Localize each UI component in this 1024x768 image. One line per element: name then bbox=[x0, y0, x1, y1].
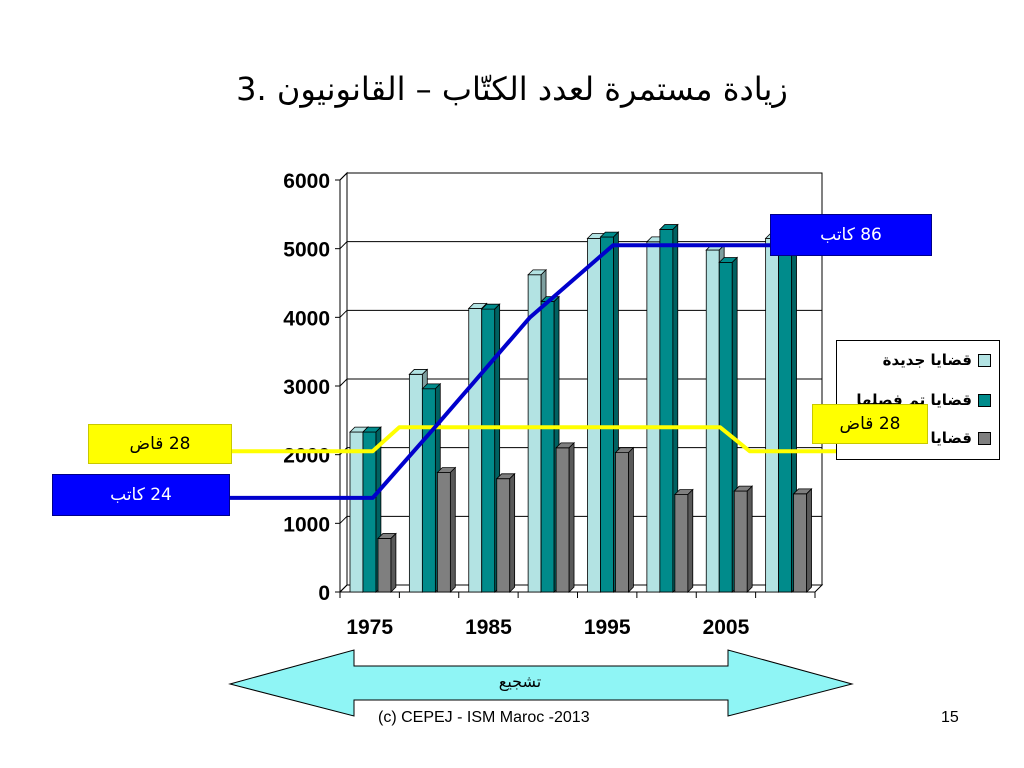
bar-قضايا تم فصلها-0 bbox=[362, 431, 377, 593]
judges-callout-left: 28 قاض bbox=[88, 424, 232, 464]
judges-line bbox=[230, 425, 887, 454]
bar-قضايا تم فصلها-5 bbox=[659, 229, 674, 593]
x-tick-label: 1985 bbox=[465, 616, 512, 639]
bar-قضايا جديدة-4 bbox=[587, 237, 601, 593]
clerks-line bbox=[230, 243, 804, 500]
legend-label-new-cases: قضايا جديدة bbox=[882, 351, 972, 369]
bar-side-7 bbox=[806, 487, 812, 593]
legend-item-new-cases: قضايا جديدة bbox=[883, 351, 991, 369]
bar-قضايا تم فصلها-4 bbox=[600, 236, 614, 593]
bar-قضايا جديدة-0 bbox=[349, 431, 364, 593]
bar-قضايا عالقة-2 bbox=[496, 478, 511, 593]
bar-قضايا عالقة-4 bbox=[615, 452, 629, 593]
bar-قضايا عالقة-6 bbox=[733, 490, 748, 593]
arrow-label: تشجيع bbox=[498, 672, 542, 691]
bar-قضايا جديدة-5 bbox=[646, 241, 661, 593]
x-tick-label: 1975 bbox=[346, 616, 393, 639]
bar-side-1 bbox=[449, 466, 456, 593]
bar-قضايا جديدة-1 bbox=[408, 373, 423, 593]
y-tick-label: 6000 bbox=[283, 170, 330, 193]
footer-copyright: (c) CEPEJ - ISM Maroc -2013 bbox=[378, 709, 590, 726]
legend-swatch-pending-cases bbox=[978, 431, 991, 445]
bar-قضايا عالقة-7 bbox=[793, 493, 808, 593]
legend-swatch-resolved-cases bbox=[978, 393, 991, 407]
y-tick-label: 5000 bbox=[283, 239, 330, 262]
bar-قضايا تم فصلها-7 bbox=[778, 249, 793, 593]
bar-قضايا جديدة-6 bbox=[705, 249, 720, 593]
bar-side-4 bbox=[628, 446, 634, 593]
clerks-callout-right: 86 كاتب bbox=[770, 214, 932, 256]
bar-قضايا تم فصلها-1 bbox=[421, 388, 436, 593]
bar-قضايا عالقة-1 bbox=[436, 472, 451, 593]
bar-side-6 bbox=[746, 485, 753, 593]
bar-side-3 bbox=[568, 441, 575, 593]
bar-قضايا جديدة-7 bbox=[765, 237, 780, 593]
y-tick-label: 3000 bbox=[283, 376, 330, 399]
bar-side-5 bbox=[687, 488, 694, 593]
bar-قضايا عالقة-5 bbox=[674, 494, 689, 593]
bar-قضايا تم فصلها-3 bbox=[540, 301, 555, 593]
bar-قضايا عالقة-0 bbox=[377, 538, 392, 593]
clerks-callout-left: 24 كاتب bbox=[52, 474, 230, 516]
y-tick-label: 4000 bbox=[283, 307, 330, 330]
y-tick-label: 2000 bbox=[283, 445, 330, 468]
bar-side-0 bbox=[390, 532, 397, 593]
bar-side-2 bbox=[509, 472, 516, 593]
gridline-6000 bbox=[339, 172, 822, 181]
bar-قضايا تم فصلها-2 bbox=[481, 308, 496, 593]
judges-callout-right: 28 قاض bbox=[812, 404, 928, 444]
legend-swatch-new-cases bbox=[978, 353, 991, 367]
slide-title: 3. زيادة مستمرة لعدد الكتّاب – القانونيو… bbox=[236, 70, 788, 108]
bar-قضايا جديدة-3 bbox=[527, 274, 542, 593]
page-number: 15 bbox=[941, 709, 959, 726]
bar-قضايا عالقة-3 bbox=[555, 447, 570, 593]
y-tick-label: 1000 bbox=[283, 513, 330, 536]
bar-قضايا جديدة-2 bbox=[468, 308, 483, 593]
x-tick-label: 1995 bbox=[584, 616, 631, 639]
y-tick-label: 0 bbox=[318, 582, 330, 605]
x-tick-label: 2005 bbox=[703, 616, 750, 639]
